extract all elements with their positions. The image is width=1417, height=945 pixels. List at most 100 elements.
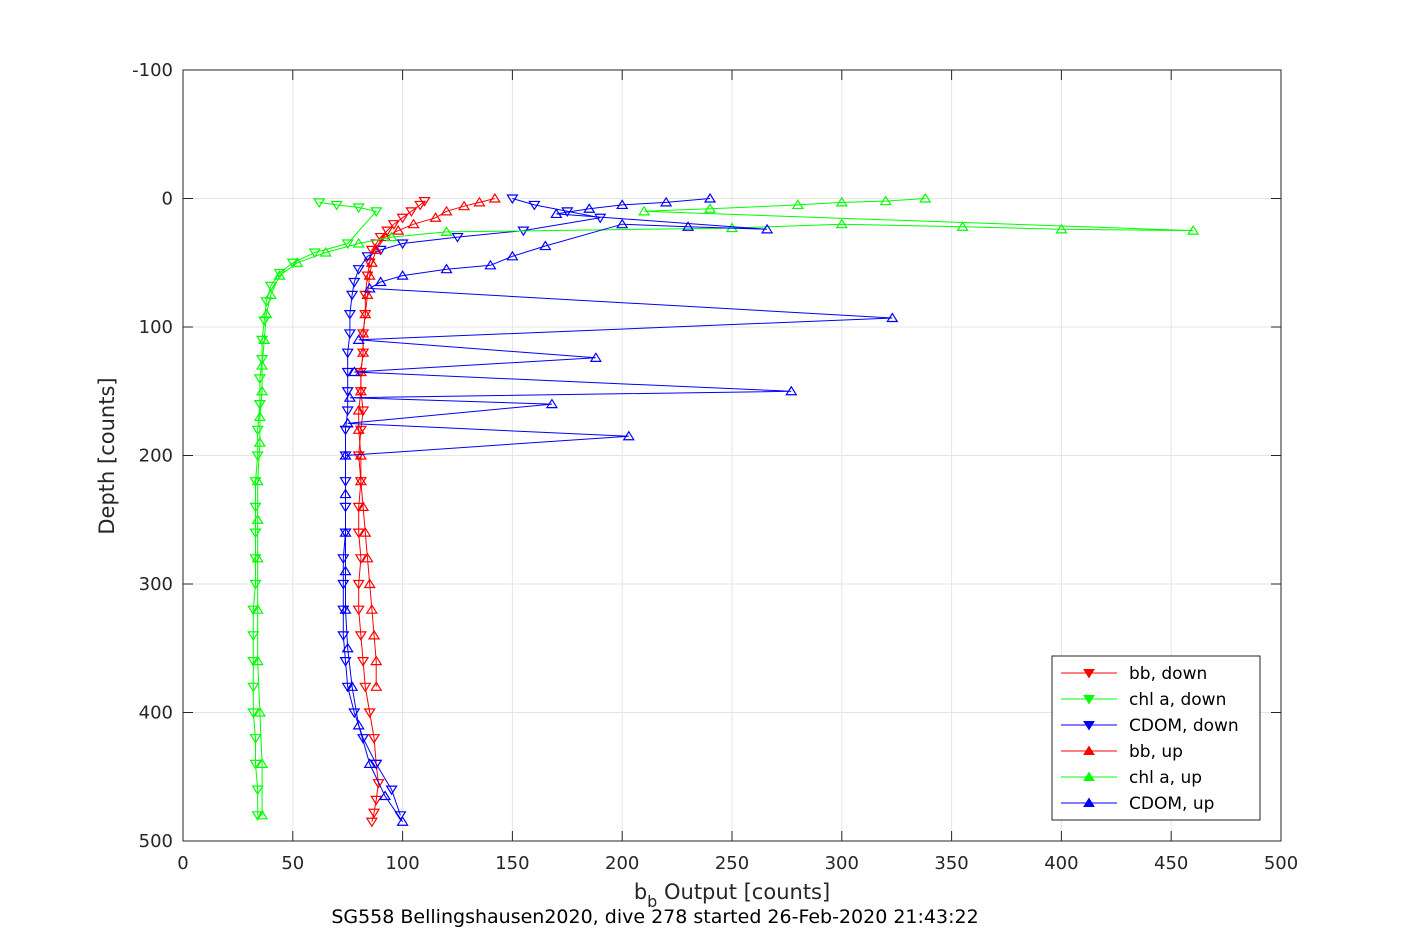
- legend-item: bb, up: [1061, 742, 1183, 762]
- data-point: [341, 406, 354, 417]
- data-point: [429, 212, 442, 222]
- x-tick-label: 0: [177, 853, 188, 874]
- data-point: [352, 528, 365, 539]
- y-tick-label: 500: [139, 831, 173, 852]
- data-point: [247, 631, 260, 642]
- data-point: [361, 552, 374, 563]
- data-point: [835, 196, 848, 207]
- data-point: [343, 329, 356, 340]
- legend-marker: [1083, 797, 1095, 807]
- data-point: [251, 811, 264, 821]
- data-point: [367, 734, 381, 744]
- data-point: [339, 449, 352, 460]
- data-point: [354, 385, 367, 396]
- data-point: [352, 404, 365, 415]
- data-point: [352, 203, 365, 214]
- data-point: [356, 327, 370, 338]
- data-point: [785, 385, 798, 396]
- data-point: [440, 205, 453, 216]
- data-point: [365, 817, 378, 828]
- data-point: [1187, 224, 1200, 235]
- data-point: [363, 269, 376, 280]
- data-point: [352, 579, 365, 590]
- data-point: [761, 223, 774, 234]
- data-point: [352, 424, 365, 434]
- data-point: [638, 205, 651, 216]
- data-point: [341, 682, 354, 693]
- data-point: [583, 203, 596, 213]
- data-point: [370, 795, 383, 806]
- data-point: [356, 734, 370, 744]
- data-point: [341, 642, 354, 653]
- data-point: [361, 289, 374, 299]
- data-point: [251, 655, 264, 666]
- data-point: [835, 218, 848, 229]
- data-point: [341, 417, 354, 428]
- data-point: [341, 239, 354, 250]
- x-tick-label: 100: [385, 853, 419, 874]
- data-point: [594, 213, 607, 224]
- data-point: [405, 207, 418, 217]
- data-point: [356, 501, 370, 511]
- data-point: [352, 265, 365, 275]
- data-point: [392, 224, 405, 235]
- x-axis-label-rest: Output [counts]: [657, 880, 830, 904]
- data-point: [253, 400, 266, 410]
- data-point: [339, 657, 352, 667]
- data-point: [703, 192, 717, 203]
- data-point: [255, 359, 269, 370]
- data-point: [356, 347, 370, 357]
- series-3: [352, 192, 501, 691]
- x-tick-label: 350: [934, 853, 968, 874]
- data-point: [253, 706, 266, 717]
- data-point: [255, 355, 269, 365]
- data-point: [396, 816, 409, 826]
- data-point: [440, 226, 453, 237]
- x-axis-label-subscript: b: [647, 892, 657, 911]
- legend-item: CDOM, up: [1061, 794, 1214, 814]
- data-point: [385, 785, 398, 796]
- data-point: [528, 200, 541, 211]
- data-point: [346, 681, 359, 691]
- data-point: [539, 240, 552, 251]
- x-tick-label: 250: [715, 853, 749, 874]
- data-point: [407, 218, 420, 229]
- data-point: [352, 237, 365, 248]
- data-point: [253, 437, 266, 447]
- data-point: [346, 290, 359, 301]
- data-point: [308, 248, 321, 259]
- legend-label: CDOM, down: [1129, 716, 1239, 736]
- series-4: [251, 192, 1200, 820]
- data-point: [725, 222, 739, 233]
- data-point: [341, 387, 354, 397]
- data-point: [319, 246, 332, 257]
- data-point: [458, 200, 471, 211]
- legend-marker: [1083, 695, 1095, 705]
- data-point: [370, 759, 383, 770]
- data-point: [247, 605, 260, 616]
- data-point: [451, 232, 464, 243]
- data-point: [886, 312, 899, 323]
- data-point: [506, 194, 519, 205]
- data-point: [251, 604, 264, 614]
- y-tick-label: 200: [139, 446, 173, 467]
- data-point: [367, 808, 381, 819]
- x-tick-label: 300: [825, 853, 859, 874]
- y-tick-label: 400: [139, 703, 173, 724]
- data-point: [247, 708, 260, 719]
- legend-label: bb, down: [1129, 664, 1207, 684]
- data-point: [589, 352, 602, 362]
- data-point: [414, 200, 427, 211]
- legend: bb, down chl a, down CDOM, down bb, up chl a…: [1051, 655, 1261, 821]
- legend-item: CDOM, down: [1061, 716, 1239, 736]
- data-point: [385, 231, 398, 242]
- data-point: [660, 196, 673, 207]
- data-point: [370, 244, 383, 254]
- data-point: [396, 269, 409, 280]
- data-point: [545, 398, 559, 409]
- data-point: [365, 245, 378, 256]
- data-point: [348, 277, 361, 288]
- legend-label: CDOM, up: [1129, 794, 1214, 814]
- series-line: [345, 198, 893, 822]
